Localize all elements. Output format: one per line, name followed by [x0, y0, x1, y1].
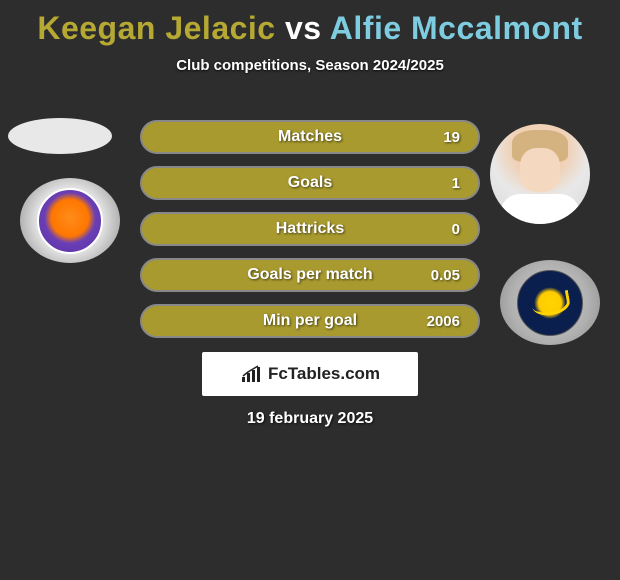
mariners-icon	[517, 270, 583, 336]
player2-club-badge	[500, 260, 600, 345]
player1-name: Keegan Jelacic	[37, 10, 275, 46]
stat-value: 2006	[427, 313, 460, 330]
chart-icon	[240, 365, 262, 383]
page-title: Keegan Jelacic vs Alfie Mccalmont	[0, 0, 620, 47]
stat-label: Matches	[278, 128, 342, 146]
perth-glory-icon	[37, 188, 103, 254]
stat-row: Matches 19	[140, 120, 480, 154]
stat-value: 0	[452, 221, 460, 238]
brand-text: FcTables.com	[268, 364, 380, 384]
stat-value: 0.05	[431, 267, 460, 284]
date-text: 19 february 2025	[0, 410, 620, 428]
subtitle: Club competitions, Season 2024/2025	[0, 57, 620, 74]
stats-table: Matches 19 Goals 1 Hattricks 0 Goals per…	[140, 120, 480, 350]
stat-row: Goals 1	[140, 166, 480, 200]
stat-row: Min per goal 2006	[140, 304, 480, 338]
player1-club-badge	[20, 178, 120, 263]
stat-row: Goals per match 0.05	[140, 258, 480, 292]
stat-label: Min per goal	[263, 312, 357, 330]
brand-badge: FcTables.com	[202, 352, 418, 396]
player2-photo	[490, 124, 590, 224]
player2-name: Alfie Mccalmont	[330, 10, 583, 46]
stat-value: 1	[452, 175, 460, 192]
player1-photo	[8, 118, 112, 154]
mariners-wave-icon	[530, 289, 571, 317]
stat-label: Goals per match	[247, 266, 372, 284]
stat-row: Hattricks 0	[140, 212, 480, 246]
stat-label: Goals	[288, 174, 332, 192]
stat-label: Hattricks	[276, 220, 344, 238]
stat-value: 19	[443, 129, 460, 146]
player2-shirt	[500, 194, 580, 224]
vs-text: vs	[285, 10, 322, 46]
player2-face	[520, 148, 560, 192]
